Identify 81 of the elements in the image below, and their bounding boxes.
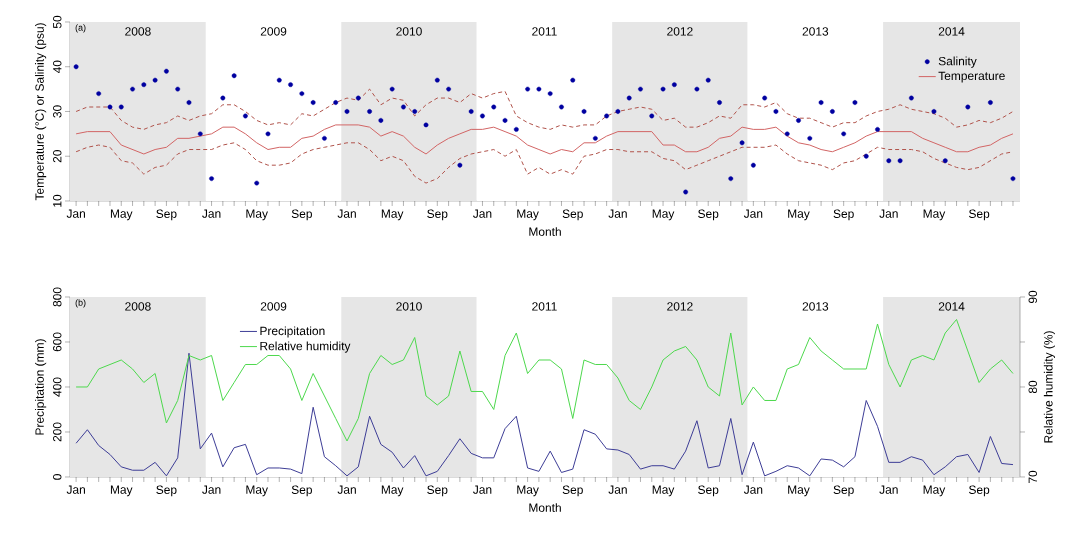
x-tick-label: Jan	[473, 209, 492, 218]
x-tick-label: Jan	[337, 209, 356, 218]
y-tick-label: 200	[53, 422, 62, 442]
x-tick-label: Sep	[156, 485, 177, 497]
x-tick-label: May	[652, 485, 675, 497]
y-tick-label: 40	[53, 60, 62, 74]
x-tick-label: Jan	[473, 485, 492, 494]
x-axis-title: Month	[529, 227, 561, 236]
annotation: (a)	[75, 24, 86, 33]
x-tick-label: Sep	[291, 485, 312, 497]
band-label: 2008	[125, 27, 151, 36]
y2-axis-title: Relative humidity (%)	[1043, 331, 1055, 443]
band-label: 2013	[802, 302, 829, 311]
band-label: 2012	[667, 27, 693, 36]
x-tick-label: May	[517, 209, 539, 221]
x-axis-title: Month	[529, 503, 561, 512]
x-tick-label: Jan	[66, 485, 85, 494]
x-tick-label: Sep	[156, 209, 177, 221]
y-tick-label: 50	[53, 15, 62, 29]
band-label: 2010	[396, 27, 422, 36]
x-tick-label: May	[923, 485, 946, 497]
x-tick-label: Sep	[833, 209, 854, 221]
x-tick-label: May	[110, 485, 133, 497]
x-tick-label: May	[381, 209, 404, 221]
x-tick-label: May	[517, 485, 539, 497]
annotation: (b)	[75, 299, 86, 308]
x-tick-label: Jan	[202, 485, 221, 494]
x-tick-label: Jan	[608, 485, 627, 494]
band-label: 2008	[125, 302, 151, 311]
band-label: 2014	[938, 302, 965, 311]
x-tick-label: May	[381, 485, 404, 497]
x-tick-label: Sep	[562, 485, 583, 497]
y-tick-label: 600	[53, 332, 62, 352]
x-tick-label: Jan	[879, 209, 898, 218]
band-label: 2011	[532, 27, 557, 36]
x-tick-label: Sep	[698, 485, 719, 497]
y-tick-label: 0	[53, 474, 62, 480]
x-tick-label: Sep	[969, 209, 990, 221]
legend-label: Salinity	[938, 56, 977, 68]
x-tick-label: Jan	[879, 485, 898, 494]
x-tick-label: Sep	[427, 209, 448, 221]
x-tick-label: May	[246, 485, 268, 497]
x-tick-label: Jan	[608, 209, 627, 218]
y2-tick-label: 90	[1028, 290, 1037, 304]
x-tick-label: Sep	[833, 485, 854, 497]
legend-label: Relative humidity	[260, 341, 351, 353]
x-tick-label: Sep	[562, 209, 583, 221]
x-tick-label: May	[788, 209, 810, 221]
y-tick-label: 10	[53, 194, 62, 207]
band-label: 2014	[938, 27, 965, 36]
x-tick-label: May	[246, 209, 268, 221]
line-series	[75, 352, 1014, 477]
y-tick-label: 400	[53, 377, 62, 397]
band-label: 2009	[260, 27, 287, 36]
band-label: 2010	[396, 302, 422, 311]
y-axis-title: Precipitation (mm)	[35, 339, 47, 435]
x-tick-label: Jan	[743, 485, 763, 494]
x-tick-label: May	[788, 485, 810, 497]
x-tick-label: May	[652, 209, 675, 221]
x-tick-label: Sep	[969, 485, 990, 497]
legend-label: Precipitation	[260, 326, 325, 338]
x-tick-label: Sep	[427, 485, 448, 497]
x-tick-label: Sep	[291, 209, 312, 221]
band-label: 2009	[260, 302, 287, 311]
x-tick-label: May	[923, 209, 946, 221]
x-tick-label: Sep	[698, 209, 719, 221]
y-tick-label: 30	[53, 105, 62, 118]
y-axis-title: Temperature (°C) or Salinity (psu)	[35, 23, 47, 201]
legend-label: Temperature	[938, 71, 1005, 83]
y-tick-label: 800	[53, 287, 62, 307]
y2-tick-label: 70	[1028, 470, 1037, 484]
x-tick-label: Jan	[337, 485, 356, 494]
x-tick-label: Jan	[66, 209, 85, 218]
y-tick-label: 20	[53, 150, 62, 163]
x-tick-label: Jan	[202, 209, 221, 218]
band-label: 2013	[802, 27, 829, 36]
x-tick-label: May	[110, 209, 133, 221]
y2-tick-label: 80	[1028, 380, 1037, 394]
x-tick-label: Jan	[743, 209, 763, 218]
band-label: 2012	[667, 302, 693, 311]
band-label: 2011	[532, 302, 557, 311]
